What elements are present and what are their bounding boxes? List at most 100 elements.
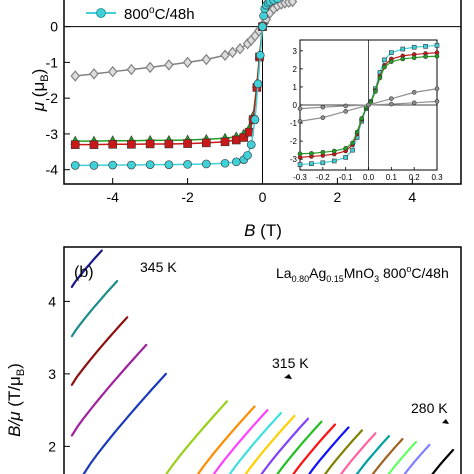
series-4-point xyxy=(250,115,260,124)
inset-series-4-point xyxy=(434,99,440,104)
inset-series-0-point xyxy=(434,43,440,48)
inset-x-tick-label: 0.3 xyxy=(431,173,443,182)
y-tick-label: -3 xyxy=(46,126,59,142)
inset-x-tick-label: 0.0 xyxy=(363,173,375,182)
series-4-point xyxy=(255,50,265,60)
series-3-point xyxy=(183,139,192,148)
panel-a-xlabel: B (T) xyxy=(244,221,282,240)
x-tick-label: -2 xyxy=(181,189,194,205)
panel-a: -4 -2 0 2 40-1-2-3-4 800oC/48h μ (μB) B (T) … xyxy=(29,0,462,240)
inset-series-0-point xyxy=(400,46,406,52)
inset-y-tick-label: 3 xyxy=(293,47,298,56)
inset-series-2-point xyxy=(373,89,378,94)
series-4-point xyxy=(220,158,230,168)
series-3-point xyxy=(70,140,80,149)
panel-b-frame xyxy=(63,246,462,474)
inset-series-3-point xyxy=(434,86,440,92)
curve-8 xyxy=(228,411,282,474)
b-y-tick-label: 4 xyxy=(48,293,56,309)
inset-series-2-point xyxy=(320,150,326,155)
curve-1 xyxy=(70,280,119,338)
series-4-point xyxy=(145,160,155,169)
series-0-point xyxy=(220,49,230,61)
y-tick-label: -1 xyxy=(46,54,59,70)
series-4-point xyxy=(246,140,256,149)
series-4-point xyxy=(243,151,252,160)
inset-series-0-point xyxy=(343,155,348,160)
inset-series-2-point xyxy=(359,116,364,121)
b-y-tick-label: 3 xyxy=(48,366,56,382)
y-tick-label: -2 xyxy=(46,90,59,106)
inset-x-tick-label: -0.2 xyxy=(316,173,330,182)
inset-x-tick-label: 0.1 xyxy=(386,173,398,182)
temp-label-345K: 345 K xyxy=(140,259,177,275)
inset-y-tick-label: -1 xyxy=(290,119,298,128)
inset-series-2-point xyxy=(400,56,406,62)
series-4-point xyxy=(89,161,99,170)
panel-b-annotation: La0.80Ag0.15MnO3 800oC/48h xyxy=(276,264,449,284)
series-0-point xyxy=(126,63,137,76)
inset-y-tick-label: -3 xyxy=(290,155,298,164)
series-3-point xyxy=(108,139,117,149)
series-4-point xyxy=(127,160,136,170)
curve-11 xyxy=(276,420,323,474)
curve-10 xyxy=(260,417,309,474)
series-4-point xyxy=(258,22,267,31)
series-3-point xyxy=(127,139,136,149)
series-0-point xyxy=(201,53,212,66)
inset-plot: -0.3 -0.2 -0.1 0.0 0.1 0.2 0.3 3 2 1 0 -1 -2 -3 xyxy=(290,39,443,182)
series-4-point xyxy=(108,160,117,170)
temp-marker-315K xyxy=(284,374,292,379)
series-3-point xyxy=(231,135,241,145)
series-4-point xyxy=(164,160,174,169)
series-3-point xyxy=(202,138,211,148)
inset-series-0-point xyxy=(411,44,417,50)
inset-y-tick-label: -2 xyxy=(290,137,298,146)
series-0-point xyxy=(89,68,99,80)
inset-series-0-point xyxy=(350,147,355,153)
series-3-point xyxy=(89,140,99,149)
curve-14 xyxy=(323,429,363,474)
x-tick-label: 2 xyxy=(334,189,342,205)
inset-series-0-point xyxy=(297,162,303,167)
curve-3 xyxy=(70,343,148,437)
inset-series-3-point xyxy=(411,90,417,95)
inset-series-2-point xyxy=(423,54,428,59)
series-3-point xyxy=(164,139,174,149)
b-y-tick-label: 2 xyxy=(48,438,56,454)
inset-series-0-point xyxy=(389,50,394,55)
panel-b: 4 3 2 (b) La0.80Ag0.15MnO3 800oC/48h 345 K… xyxy=(5,246,462,474)
inset-series-2-point xyxy=(297,151,303,157)
curve-17 xyxy=(371,438,404,474)
temp-label-280K: 280 K xyxy=(411,400,448,416)
series-4-point xyxy=(70,161,80,170)
panel-b-label: (b) xyxy=(74,264,94,281)
curve-12 xyxy=(292,423,336,474)
series-4-point xyxy=(253,79,263,89)
series-5-point xyxy=(259,11,268,21)
inset-series-2-point xyxy=(377,75,383,81)
temp-marker-280K xyxy=(442,419,449,424)
curve-9 xyxy=(244,414,296,474)
inset-y-tick-label: 0 xyxy=(293,101,298,110)
series-0-point xyxy=(182,56,193,69)
series-4-point xyxy=(183,160,192,169)
series-4-point xyxy=(231,157,241,167)
inset-series-3-point xyxy=(343,109,348,114)
temp-label-315K: 315 K xyxy=(272,355,309,371)
curve-20 xyxy=(431,448,455,474)
series-0-point xyxy=(227,46,238,59)
inset-series-3-point xyxy=(297,118,303,124)
inset-series-4-point xyxy=(411,100,417,106)
series-4-point xyxy=(202,159,211,169)
inset-y-tick-label: 2 xyxy=(293,65,298,74)
curve-7 xyxy=(212,409,269,474)
series-3-point xyxy=(239,133,249,142)
series-3-point xyxy=(220,137,230,147)
inset-series-4-point xyxy=(343,103,348,109)
x-tick-label: 4 xyxy=(408,189,416,205)
series-0-point xyxy=(164,59,174,71)
x-tick-label: -4 xyxy=(106,189,119,205)
series-5-point xyxy=(273,0,282,4)
inset-series-0-point xyxy=(309,161,314,166)
